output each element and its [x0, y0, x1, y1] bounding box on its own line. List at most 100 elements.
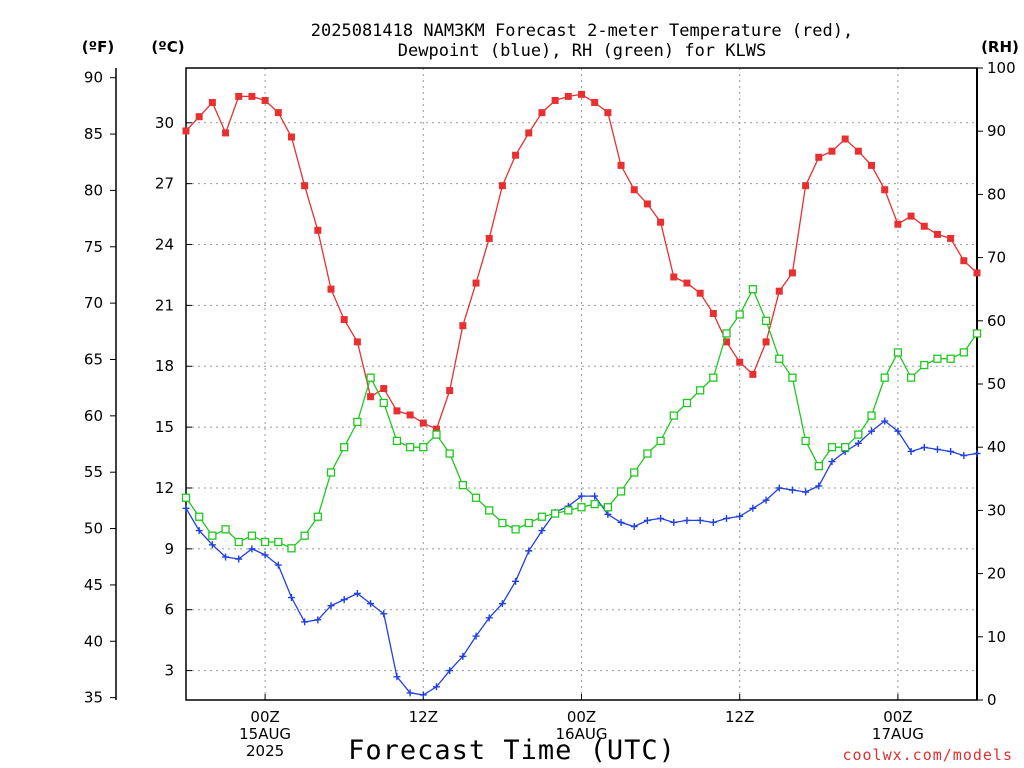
- dewpoint-point: [881, 417, 889, 425]
- rh-tick-label: 70: [987, 249, 1006, 267]
- dewpoint-point: [657, 514, 665, 522]
- temperature-point: [353, 338, 361, 346]
- temperature-point: [604, 109, 612, 117]
- dewpoint-point: [419, 691, 427, 699]
- rh-point: [313, 512, 322, 521]
- dewpoint-point: [327, 602, 335, 610]
- rh-point: [696, 386, 705, 395]
- rh-tick-label: 40: [987, 438, 1006, 456]
- dewpoint-point: [683, 516, 691, 524]
- rh-point: [946, 354, 955, 363]
- temperature-point: [591, 98, 599, 106]
- dewpoint-point: [749, 504, 757, 512]
- celsius-tick-label: 30: [155, 114, 174, 132]
- dewpoint-point: [762, 496, 770, 504]
- rh-point: [274, 537, 283, 547]
- x-tick-label: 12Z: [725, 708, 754, 726]
- dewpoint-point: [182, 504, 190, 512]
- rh-tick-label: 20: [987, 565, 1006, 583]
- temperature-point: [564, 92, 572, 100]
- dewpoint-point: [195, 527, 203, 535]
- celsius-tick-label: 24: [155, 236, 174, 254]
- celsius-tick-label: 27: [155, 175, 174, 193]
- temperature-point: [854, 147, 862, 155]
- rh-point: [616, 487, 626, 496]
- temperature-point: [683, 279, 691, 287]
- rh-point: [801, 436, 810, 446]
- temperature-point: [380, 385, 388, 393]
- rh-point: [471, 493, 481, 502]
- temperature-point: [630, 186, 638, 194]
- temperature-point: [894, 220, 902, 228]
- fahrenheit-tick-label: 45: [84, 576, 103, 594]
- rh-point: [788, 373, 797, 382]
- dewpoint-point: [973, 449, 981, 457]
- temperature-point: [327, 285, 335, 293]
- dewpoint-point: [472, 632, 480, 640]
- rh-point: [195, 512, 204, 521]
- chart-title: 2025081418 NAM3KM Forecast 2-meter Tempe…: [311, 21, 853, 61]
- rh-tick-label: 90: [987, 122, 1006, 140]
- rh-point: [656, 436, 665, 446]
- temperature-point: [841, 135, 849, 143]
- rh-point: [880, 373, 889, 382]
- dewpoint-point: [459, 652, 467, 660]
- rh-tick-label: 80: [987, 185, 1006, 203]
- dewpoint-point: [446, 667, 454, 675]
- dewpoint-point: [788, 486, 796, 494]
- rh-point: [485, 506, 494, 515]
- dewpoint-point: [367, 600, 375, 608]
- temperature-point: [525, 129, 533, 137]
- plot-frame: [185, 67, 978, 701]
- rh-point: [247, 531, 257, 540]
- dewpoint-point: [960, 452, 968, 460]
- rh-point: [366, 373, 375, 382]
- temperature-point: [788, 269, 796, 277]
- rh-point: [260, 537, 270, 547]
- temperature-point: [643, 200, 651, 208]
- rh-point: [208, 531, 217, 540]
- dewpoint-point: [775, 484, 783, 492]
- rh-point: [300, 531, 309, 540]
- rh-tick-label: 50: [987, 375, 1006, 393]
- temperature-point: [868, 161, 876, 169]
- x-tick-label: 00Z: [883, 708, 912, 726]
- dewpoint-point: [933, 445, 941, 453]
- rh-point: [511, 525, 520, 534]
- rh-point: [775, 354, 784, 363]
- fahrenheit-tick-label: 90: [84, 69, 103, 87]
- grid-layer: [186, 68, 977, 700]
- x-tick-label: 17AUG: [872, 725, 924, 743]
- temperature-point: [419, 419, 427, 427]
- rh-point: [537, 512, 547, 521]
- fahrenheit-tick-label: 60: [84, 407, 103, 425]
- dewpoint-point: [208, 541, 216, 549]
- temperature-point: [828, 147, 836, 155]
- dewpoint-point: [432, 683, 440, 691]
- rh-point: [181, 493, 191, 502]
- celsius-tick-label: 9: [164, 540, 174, 558]
- rh-point: [340, 443, 349, 452]
- series-line-dewpoint: [185, 420, 978, 696]
- rh-point: [564, 506, 573, 515]
- temperature-point: [498, 182, 506, 190]
- temperature-point: [261, 96, 269, 104]
- rh-point: [603, 503, 613, 512]
- temperature-point: [947, 234, 955, 242]
- dewpoint-point: [617, 518, 625, 526]
- fahrenheit-tick-label: 65: [84, 350, 103, 368]
- temperature-point: [340, 316, 348, 324]
- rh-point: [814, 462, 823, 471]
- rh-tick-label: 10: [987, 628, 1006, 646]
- rh-point: [643, 449, 652, 458]
- dewpoint-point: [630, 523, 638, 531]
- rh-point: [234, 537, 243, 547]
- dewpoint-point: [287, 594, 295, 602]
- rh-point: [735, 310, 744, 319]
- dewpoint-point: [380, 610, 388, 618]
- dewpoint-point: [538, 527, 546, 535]
- rh-point: [959, 348, 968, 357]
- celsius-tick-label: 15: [155, 418, 174, 436]
- rh-point: [722, 329, 731, 338]
- x-tick-label: 00Z: [567, 708, 596, 726]
